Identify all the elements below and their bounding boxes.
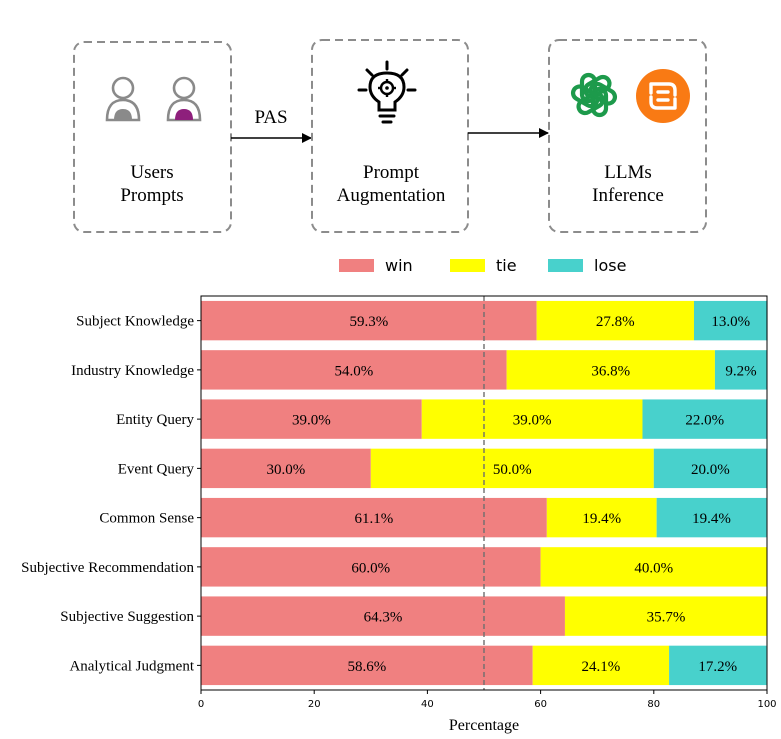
bar-value-label: 27.8% [596,314,635,330]
bar-value-label: 13.0% [711,314,750,330]
legend-label-win: win [385,256,413,275]
y-tick-label: Subject Knowledge [76,314,194,330]
bar-value-label: 24.1% [582,659,621,675]
x-tick-label: 60 [534,699,547,710]
stacked-bar-chart: 59.3% 27.8% 13.0% 54.0% 36.8% 9.2% 39.0% 39.0% 2… [21,296,776,734]
bar-value-label: 19.4% [582,511,621,527]
bar-value-label: 39.0% [292,413,331,429]
x-tick-label: 0 [198,699,204,710]
x-tick-label: 40 [421,699,434,710]
users-box-line-1: Users [130,162,173,183]
bar-value-label: 54.0% [334,363,373,379]
users-box-line-2: Prompts [120,185,183,206]
legend-label-tie: tie [496,256,517,275]
llms-box-line-2: Inference [592,185,664,206]
x-tick-label: 80 [647,699,660,710]
legend-swatch-lose [548,259,583,272]
lightbulb-gear-icon [359,62,415,122]
legend-swatch-tie [450,259,485,272]
x-tick-label: 20 [308,699,321,710]
openai-logo-icon [571,75,618,116]
bar-value-label: 9.2% [725,363,756,379]
y-tick-label: Industry Knowledge [71,363,194,379]
x-tick-label: 100 [757,699,776,710]
bar-value-label: 17.2% [698,659,737,675]
y-tick-label: Entity Query [116,412,194,428]
legend-swatch-win [339,259,374,272]
y-tick-label: Analytical Judgment [69,658,194,674]
bar-value-label: 61.1% [355,511,394,527]
bar-value-label: 60.0% [351,560,390,576]
llms-box-line-1: LLMs [604,162,652,183]
y-tick-label: Common Sense [99,511,194,527]
y-axis: Subject Knowledge Industry Knowledge Entit… [21,314,201,675]
bar-value-label: 19.4% [692,511,731,527]
x-axis: 0 20 40 60 80 100 [198,690,777,710]
chart-legend: win tie lose [339,256,626,275]
pipeline-diagram: Users Prompts PAS [74,40,706,232]
bar-value-label: 50.0% [493,462,532,478]
y-tick-label: Subjective Recommendation [21,560,194,576]
bar-value-label: 36.8% [591,363,630,379]
bar-value-label: 20.0% [691,462,730,478]
y-tick-label: Subjective Suggestion [60,609,194,625]
bar-value-label: 35.7% [647,610,686,626]
bar-value-label: 22.0% [685,413,724,429]
bar-value-label: 59.3% [349,314,388,330]
orange-llm-logo-icon [636,69,690,123]
bar-value-label: 58.6% [347,659,386,675]
pas-arrow-label: PAS [254,107,287,128]
augment-box-line-2: Augmentation [337,185,446,206]
y-tick-label: Event Query [118,461,195,477]
bar-value-label: 30.0% [267,462,306,478]
user-icon [107,78,139,120]
x-axis-label: Percentage [449,717,519,734]
bar-value-label: 39.0% [513,413,552,429]
bar-value-label: 64.3% [364,610,403,626]
augment-box-line-1: Prompt [363,162,420,183]
legend-label-lose: lose [594,256,626,275]
user-icon [168,78,200,120]
bar-value-label: 40.0% [634,560,673,576]
